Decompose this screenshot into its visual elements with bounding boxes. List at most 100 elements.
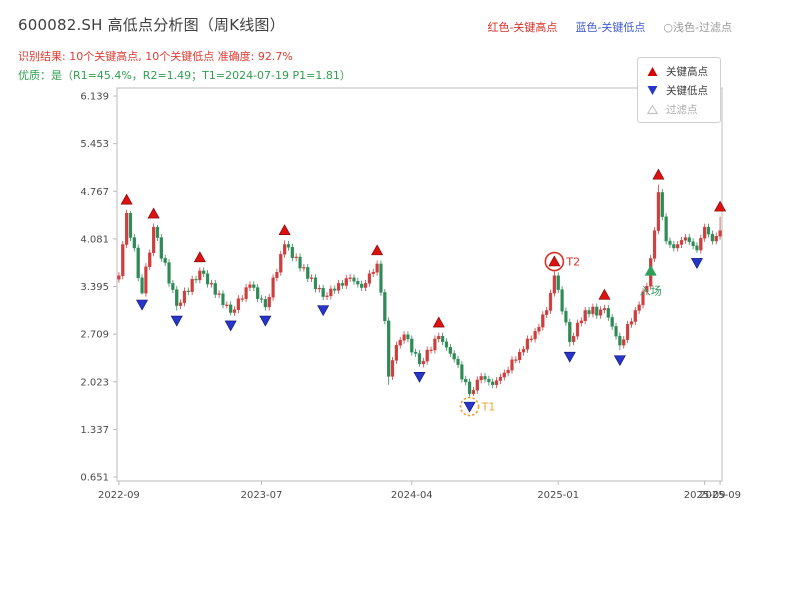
x-axis-tick-label: 2025-09	[684, 490, 726, 501]
candle-body	[533, 331, 537, 340]
candle-body	[340, 283, 345, 286]
x-axis-tick-label: 2025-09	[699, 490, 741, 501]
candle-body	[483, 376, 487, 380]
candle-body	[406, 334, 410, 340]
candle-body	[471, 390, 476, 394]
t2-circle	[544, 251, 565, 272]
candle-body	[205, 273, 210, 285]
candle-body	[541, 314, 545, 328]
candle-body	[329, 288, 333, 297]
candle-body	[325, 295, 329, 297]
candle-body	[209, 283, 214, 285]
candle-body	[352, 277, 356, 282]
triangle-up-hollow-icon	[646, 103, 659, 114]
candle-body	[259, 298, 264, 300]
candle-body	[491, 381, 495, 385]
candle-body	[363, 283, 368, 288]
key-high-marker	[652, 168, 665, 180]
candle-body	[306, 267, 310, 279]
candle-body	[467, 381, 472, 394]
top-legend: 红色-关键高点 蓝色-关键低点 ○浅色-过滤点	[487, 19, 732, 35]
key-high-marker	[147, 207, 160, 219]
candle-body	[487, 378, 491, 383]
candle-body	[464, 378, 468, 383]
candle-body	[275, 272, 279, 279]
candle-body	[429, 349, 433, 352]
candle-body	[691, 241, 695, 247]
y-axis-tick-label: 2.023	[80, 377, 109, 388]
candle-body	[360, 283, 364, 288]
triangle-down-icon	[647, 85, 658, 95]
candle-body	[159, 237, 163, 259]
candle-body	[125, 213, 129, 245]
candle-body	[475, 379, 479, 391]
key-high-marker	[598, 288, 611, 300]
candle-body	[132, 237, 136, 249]
candle-body	[410, 338, 414, 353]
candle-body	[348, 277, 352, 279]
candle-body	[695, 245, 699, 251]
y-axis-tick-label: 1.337	[80, 425, 109, 436]
candle-body	[525, 338, 529, 350]
chart-legend-box: 关键高点 关键低点 过滤点	[637, 57, 721, 123]
candle-body	[244, 287, 248, 299]
candle-body	[587, 310, 591, 315]
candle-body	[271, 277, 275, 298]
entry-marker	[644, 264, 657, 276]
candle-body	[460, 364, 464, 380]
candle-body	[283, 244, 287, 255]
legend-item-label: 关键低点	[666, 84, 708, 97]
candle-body	[263, 299, 267, 308]
candle-body	[163, 258, 167, 263]
candle-body	[171, 283, 175, 290]
candle-body	[186, 290, 190, 293]
candle-body	[136, 247, 140, 279]
candle-body	[367, 273, 372, 284]
candle-body	[155, 226, 160, 238]
candle-body	[583, 310, 587, 322]
plot-border	[116, 87, 723, 482]
candle-body	[229, 304, 233, 313]
key-high-marker	[714, 200, 727, 212]
t1-label: T1	[481, 401, 496, 414]
candle-body	[371, 272, 375, 274]
candle-body	[444, 341, 449, 348]
legend-item-filtered: 过滤点	[646, 102, 708, 116]
candle-body	[506, 369, 510, 374]
candle-body	[336, 283, 341, 291]
candle-body	[595, 306, 599, 316]
candle-body	[421, 360, 425, 365]
candle-body	[575, 322, 580, 337]
key-high-marker	[371, 244, 384, 256]
y-axis-tick-label: 2.709	[80, 330, 109, 341]
entry-label: 入场	[640, 283, 662, 297]
candle-body	[606, 308, 610, 318]
recognition-result-text: 识别结果: 10个关键高点, 10个关键低点 准确度: 92.7%	[18, 50, 293, 63]
key-high-marker	[432, 316, 445, 328]
candle-body	[610, 317, 614, 327]
top-legend-filtered: ○浅色-过滤点	[663, 21, 732, 34]
candle-body	[140, 277, 144, 294]
y-axis-tick-label: 0.651	[80, 473, 109, 484]
t2-label: T2	[565, 256, 580, 269]
key-low-marker	[259, 315, 272, 327]
candle-body	[148, 252, 152, 267]
key-low-marker	[563, 351, 576, 363]
candle-body	[618, 335, 622, 346]
candle-body	[622, 339, 626, 346]
candle-body	[417, 353, 422, 365]
key-high-marker	[193, 251, 206, 263]
key-high-marker	[120, 193, 133, 205]
key-low-marker	[613, 355, 626, 367]
candle-body	[510, 359, 514, 371]
candle-body	[194, 279, 198, 281]
candle-body	[167, 262, 171, 284]
y-axis-tick-label: 4.767	[80, 187, 109, 198]
candle-body	[521, 349, 526, 353]
candle-body	[121, 244, 125, 276]
candle-body	[425, 349, 429, 362]
top-legend-key-high: 红色-关键高点	[487, 21, 558, 34]
candle-body	[714, 235, 718, 242]
